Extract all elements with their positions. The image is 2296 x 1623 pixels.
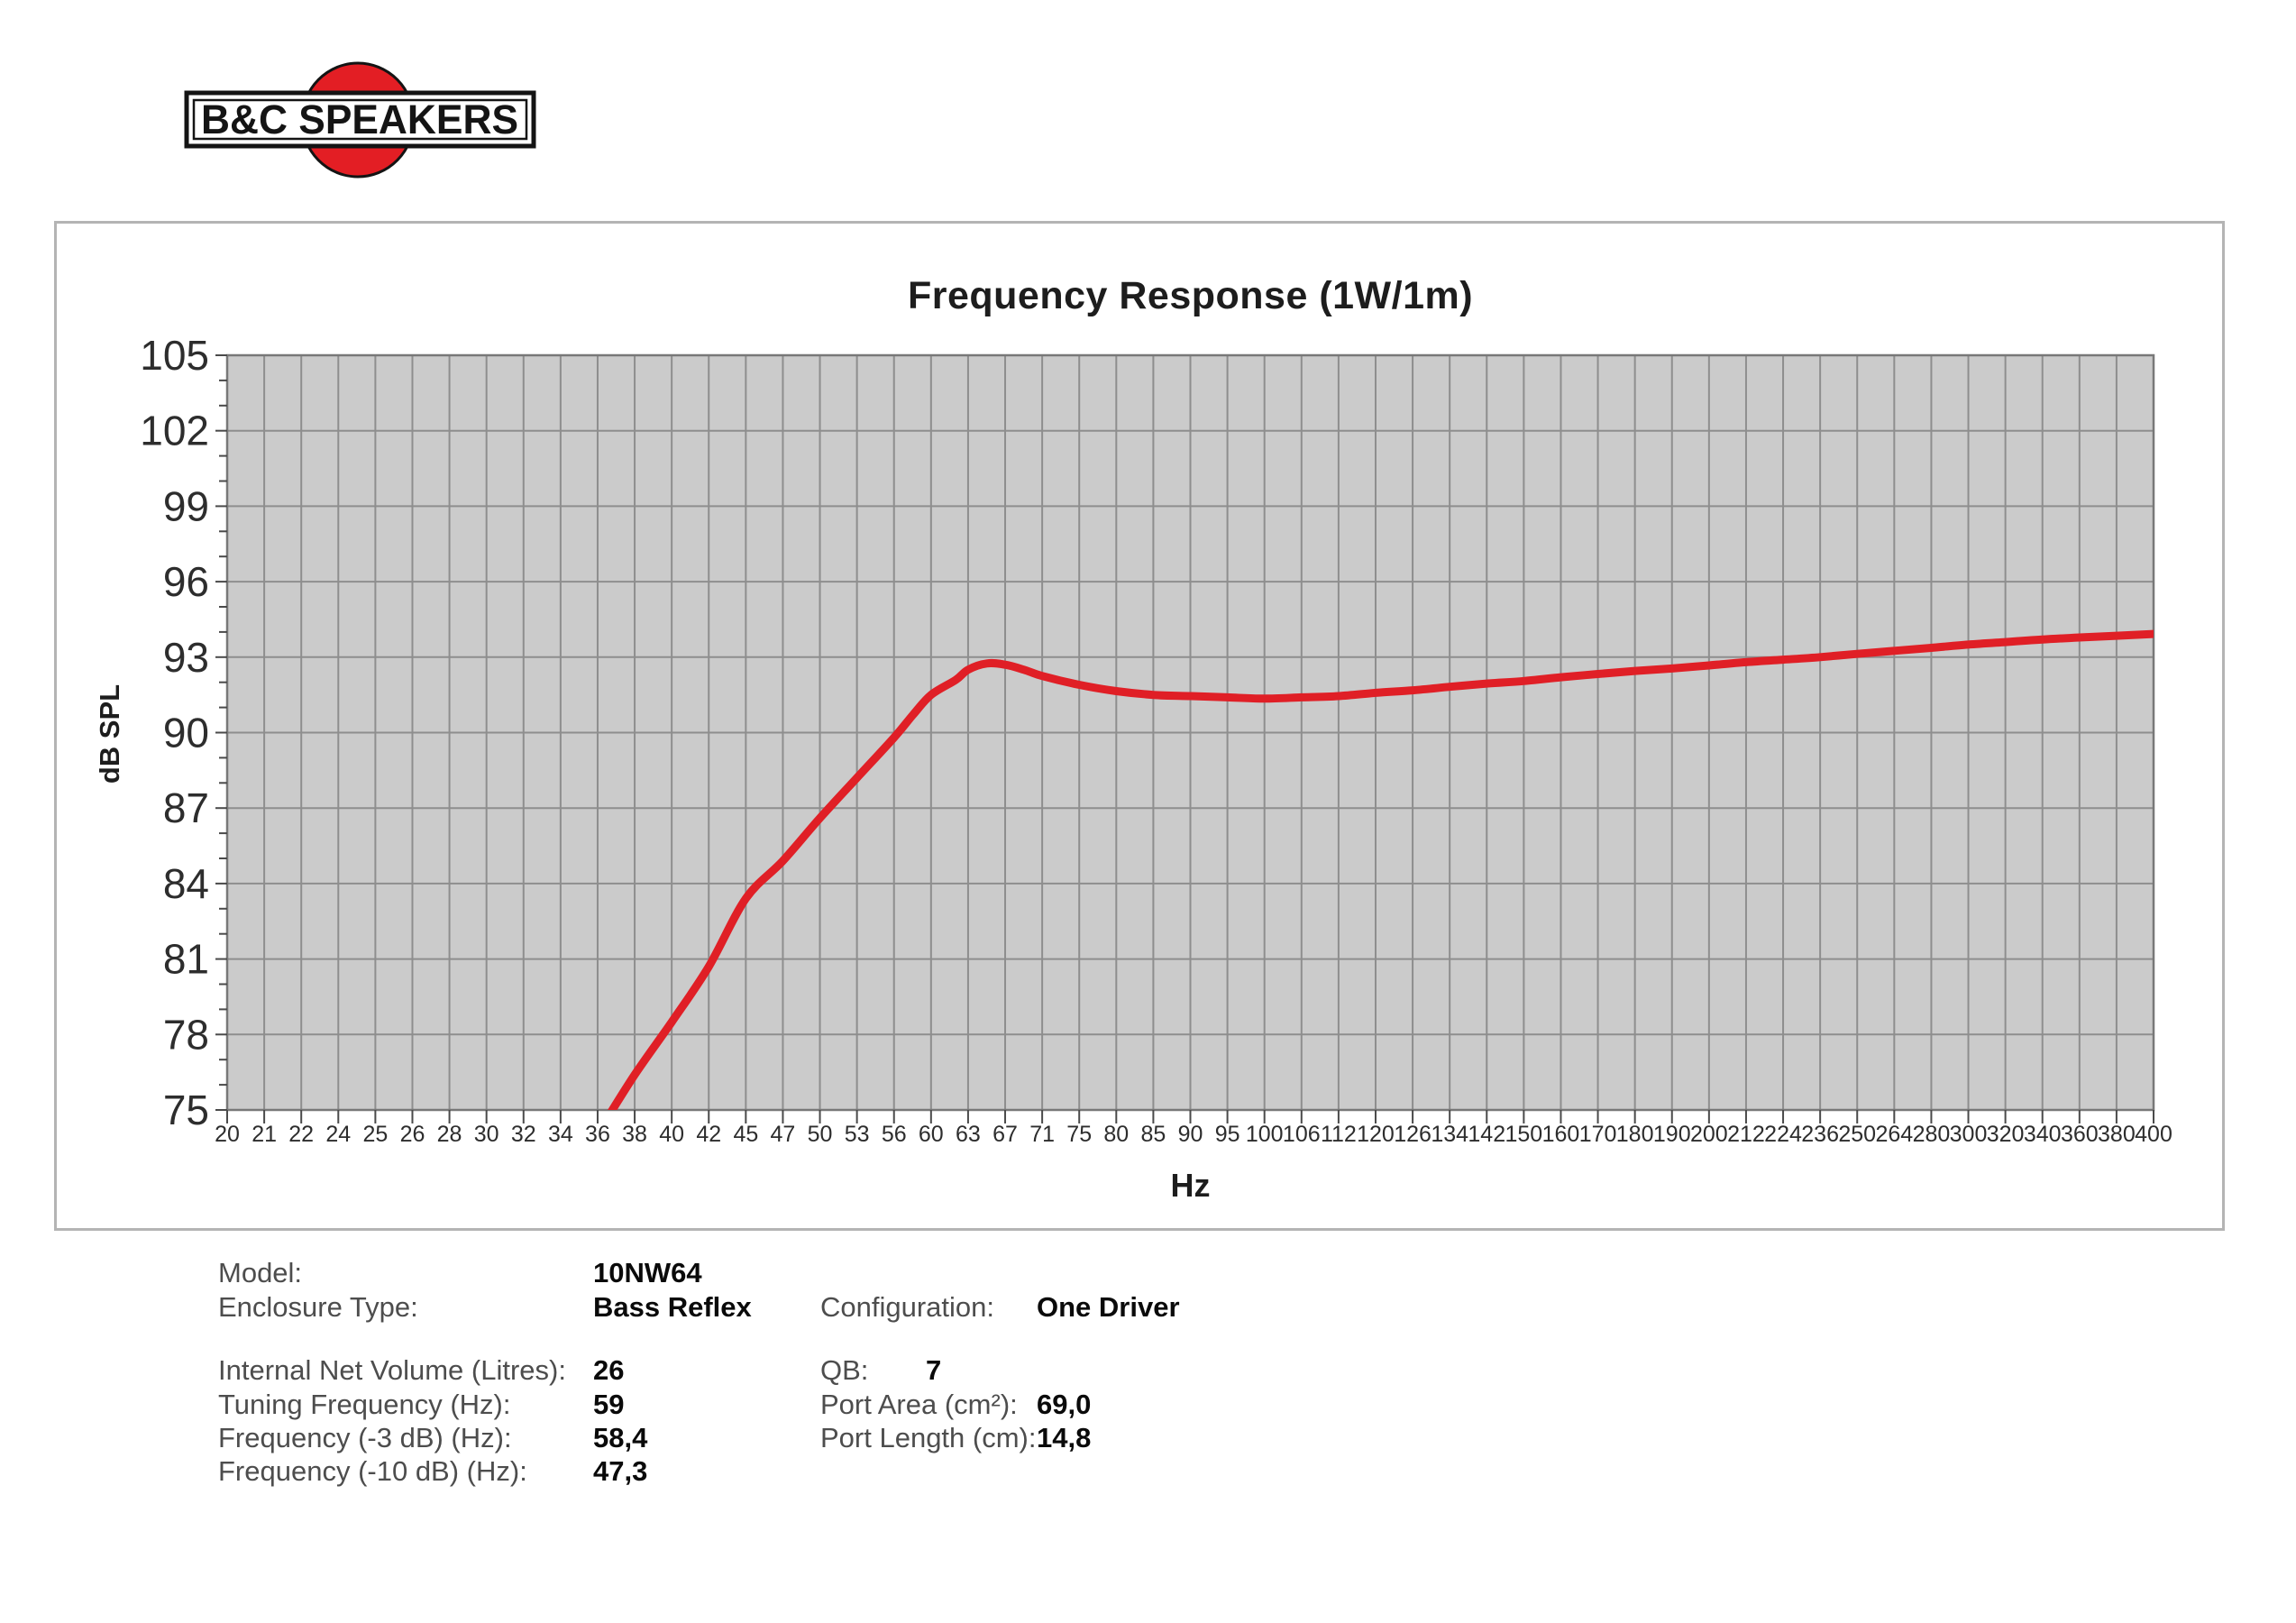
svg-text:150: 150 xyxy=(1505,1122,1543,1147)
svg-text:85: 85 xyxy=(1140,1122,1166,1147)
svg-text:56: 56 xyxy=(882,1122,907,1147)
svg-text:45: 45 xyxy=(733,1122,758,1147)
chart-frame: Frequency Response (1W/1m) 20 21 22 24 25 26 2… xyxy=(54,221,2225,1231)
qb-label: QB: xyxy=(820,1354,869,1386)
svg-text:47: 47 xyxy=(771,1122,796,1147)
svg-text:250: 250 xyxy=(1838,1122,1876,1147)
model-value: 10NW64 xyxy=(593,1257,702,1288)
svg-text:112: 112 xyxy=(1321,1122,1357,1147)
svg-text:102: 102 xyxy=(140,408,209,454)
svg-text:80: 80 xyxy=(1103,1122,1129,1147)
svg-text:380: 380 xyxy=(2098,1122,2136,1147)
svg-text:280: 280 xyxy=(1913,1122,1951,1147)
bc-speakers-logo-graphic: B&C SPEAKERS xyxy=(184,61,536,179)
svg-text:71: 71 xyxy=(1029,1122,1055,1147)
f3-label: Frequency (-3 dB) (Hz): xyxy=(218,1422,512,1453)
svg-text:40: 40 xyxy=(659,1122,684,1147)
logo-inner-frame xyxy=(192,98,528,141)
svg-text:99: 99 xyxy=(163,482,209,529)
svg-text:34: 34 xyxy=(548,1122,573,1147)
svg-text:60: 60 xyxy=(919,1122,944,1147)
model-label: Model: xyxy=(218,1257,303,1288)
port-length-value: 14,8 xyxy=(1037,1422,1092,1453)
enclosure-type-value: Bass Reflex xyxy=(593,1291,752,1323)
chart-title: Frequency Response (1W/1m) xyxy=(907,274,1474,317)
svg-text:340: 340 xyxy=(2024,1122,2062,1147)
port-area-label: Port Area (cm²): xyxy=(820,1389,1018,1420)
svg-text:78: 78 xyxy=(163,1011,209,1058)
svg-text:32: 32 xyxy=(511,1122,536,1147)
net-volume-value: 26 xyxy=(593,1354,625,1386)
svg-text:67: 67 xyxy=(992,1122,1018,1147)
svg-text:96: 96 xyxy=(163,558,209,605)
svg-text:190: 190 xyxy=(1653,1122,1691,1147)
svg-text:126: 126 xyxy=(1394,1122,1432,1147)
frequency-response-plot: 20 21 22 24 25 26 28 30 32 34 36 38 40 42 45 47 50 53 56 60… xyxy=(140,332,2173,1147)
svg-text:28: 28 xyxy=(437,1122,462,1147)
svg-text:200: 200 xyxy=(1690,1122,1728,1147)
y-axis-title: dB SPL xyxy=(94,683,125,784)
svg-text:21: 21 xyxy=(252,1122,277,1147)
bc-speakers-logo: B&C SPEAKERS xyxy=(176,54,572,189)
svg-text:24: 24 xyxy=(325,1122,351,1147)
f10-label: Frequency (-10 dB) (Hz): xyxy=(218,1455,527,1487)
svg-text:95: 95 xyxy=(1215,1122,1240,1147)
svg-text:22: 22 xyxy=(288,1122,314,1147)
enclosure-type-label: Enclosure Type: xyxy=(218,1291,418,1323)
svg-text:120: 120 xyxy=(1357,1122,1395,1147)
svg-text:400: 400 xyxy=(2135,1122,2173,1147)
svg-text:212: 212 xyxy=(1727,1122,1765,1147)
svg-text:38: 38 xyxy=(622,1122,647,1147)
svg-text:100: 100 xyxy=(1246,1122,1284,1147)
svg-text:93: 93 xyxy=(163,634,209,681)
logo-text: B&C SPEAKERS xyxy=(201,96,518,142)
svg-text:236: 236 xyxy=(1801,1122,1839,1147)
svg-text:300: 300 xyxy=(1950,1122,1988,1147)
svg-text:81: 81 xyxy=(163,936,209,983)
svg-text:105: 105 xyxy=(140,332,209,379)
x-axis: 20 21 22 24 25 26 28 30 32 34 36 38 40 42 45 47 50 53 56 60… xyxy=(215,1110,2173,1147)
svg-text:42: 42 xyxy=(696,1122,721,1147)
svg-text:84: 84 xyxy=(163,860,209,907)
grid xyxy=(227,355,2154,1110)
svg-text:25: 25 xyxy=(362,1122,388,1147)
svg-text:36: 36 xyxy=(585,1122,610,1147)
svg-text:170: 170 xyxy=(1579,1122,1617,1147)
svg-text:142: 142 xyxy=(1468,1122,1505,1147)
svg-text:20: 20 xyxy=(215,1122,240,1147)
svg-text:87: 87 xyxy=(163,784,209,831)
spl-curve xyxy=(607,629,2154,1110)
svg-text:320: 320 xyxy=(1987,1122,2025,1147)
qb-value: 7 xyxy=(926,1354,942,1386)
svg-text:75: 75 xyxy=(1066,1122,1092,1147)
configuration-value: One Driver xyxy=(1037,1291,1180,1323)
tuning-frequency-value: 59 xyxy=(593,1389,625,1420)
svg-text:180: 180 xyxy=(1616,1122,1654,1147)
svg-text:134: 134 xyxy=(1431,1122,1468,1147)
svg-text:30: 30 xyxy=(474,1122,499,1147)
x-axis-title: Hz xyxy=(1170,1167,1211,1204)
svg-text:63: 63 xyxy=(956,1122,981,1147)
tuning-frequency-label: Tuning Frequency (Hz): xyxy=(218,1389,511,1420)
f3-value: 58,4 xyxy=(593,1422,648,1453)
svg-text:53: 53 xyxy=(845,1122,870,1147)
logo-outer-frame xyxy=(184,90,536,149)
y-axis: 105 102 99 96 93 90 87 84 81 78 75 xyxy=(140,332,227,1133)
port-area-value: 69,0 xyxy=(1037,1389,1092,1420)
svg-text:224: 224 xyxy=(1764,1122,1802,1147)
svg-text:90: 90 xyxy=(1178,1122,1203,1147)
svg-text:360: 360 xyxy=(2061,1122,2099,1147)
svg-text:75: 75 xyxy=(163,1087,209,1133)
f10-value: 47,3 xyxy=(593,1455,648,1487)
svg-text:106: 106 xyxy=(1283,1122,1321,1147)
net-volume-label: Internal Net Volume (Litres): xyxy=(218,1354,566,1386)
configuration-label: Configuration: xyxy=(820,1291,995,1323)
svg-text:264: 264 xyxy=(1875,1122,1913,1147)
svg-text:50: 50 xyxy=(808,1122,833,1147)
svg-text:90: 90 xyxy=(163,710,209,756)
svg-text:160: 160 xyxy=(1542,1122,1580,1147)
port-length-label: Port Length (cm): xyxy=(820,1422,1037,1453)
svg-text:26: 26 xyxy=(400,1122,425,1147)
